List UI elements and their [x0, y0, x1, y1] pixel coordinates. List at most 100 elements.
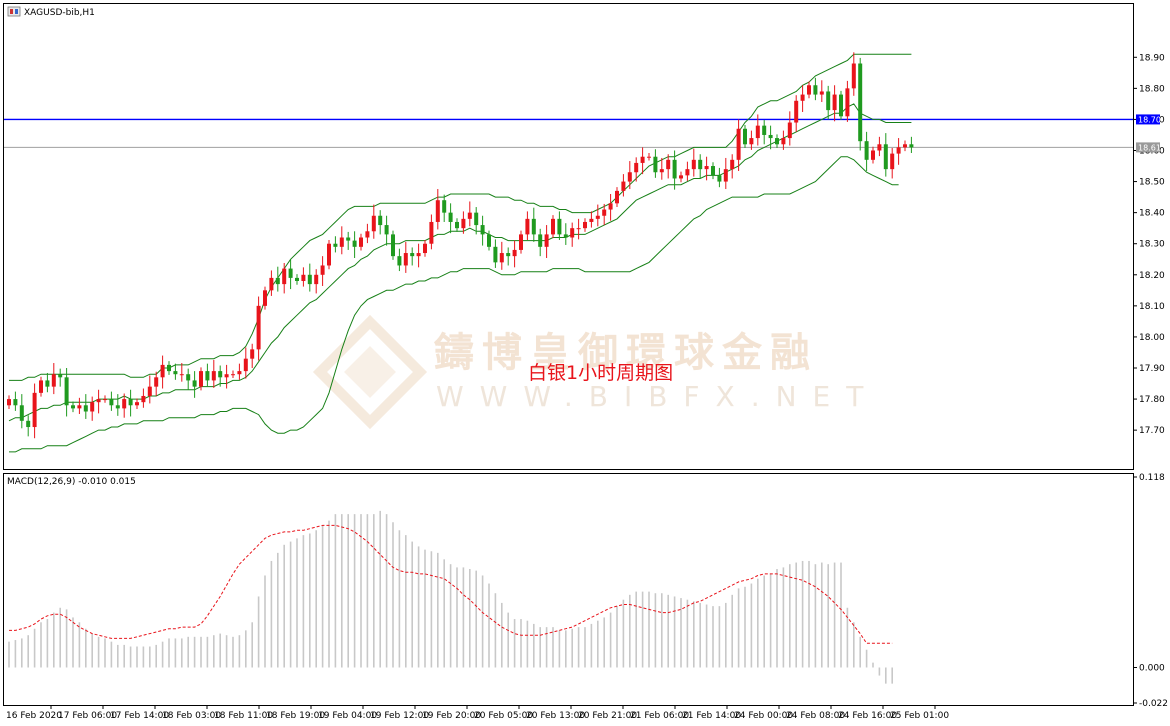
- candle-body: [819, 91, 824, 95]
- candle-body: [531, 218, 536, 235]
- candle-body: [851, 63, 856, 89]
- candle-body: [621, 181, 626, 191]
- candle-body: [256, 305, 261, 350]
- candle-body: [7, 399, 11, 406]
- candle-body: [832, 94, 837, 111]
- candle-body: [211, 371, 216, 381]
- candle-body: [333, 243, 338, 247]
- time-tick-label: 17 Feb 14:00: [110, 711, 169, 721]
- candle-body: [736, 128, 741, 160]
- time-tick-label: 20 Feb 13:00: [526, 711, 585, 721]
- candle-body: [608, 203, 613, 210]
- candle-body: [269, 277, 274, 291]
- price-tick-label: 18.40: [1139, 209, 1165, 219]
- candle-body: [864, 141, 869, 160]
- candle-body: [781, 138, 786, 145]
- candle-body: [755, 125, 760, 139]
- candle-body: [51, 374, 56, 387]
- candle-body: [263, 290, 267, 306]
- candle-body: [544, 234, 549, 247]
- macd-signal-line: [9, 524, 893, 644]
- candle-body: [295, 277, 299, 281]
- candle-body: [307, 274, 312, 285]
- candle-body: [896, 147, 901, 154]
- time-tick-label: 18 Feb 19:00: [266, 711, 325, 721]
- macd-tick-label: 0.118: [1139, 473, 1165, 483]
- candle-body: [576, 228, 581, 230]
- time-tick-label: 19 Feb 12:00: [370, 711, 429, 721]
- candle-body: [679, 175, 683, 179]
- candle-body: [839, 94, 843, 117]
- candle-body: [903, 144, 907, 148]
- macd-tick-label: 0.000: [1139, 663, 1165, 673]
- candle-body: [538, 234, 543, 247]
- candle-body: [71, 405, 75, 409]
- price-tick-label: 17.70: [1139, 426, 1165, 436]
- candle-body: [19, 405, 24, 421]
- candle-body: [224, 374, 229, 378]
- price-tick-label: 18.10: [1139, 302, 1165, 312]
- candle-body: [423, 243, 427, 254]
- price-tick-label: 17.90: [1139, 364, 1165, 374]
- macd-axis: 0.118 0.000 -0.022: [1133, 473, 1168, 709]
- candle-body: [557, 218, 562, 235]
- horizontal-lines: 18.70 18.61: [4, 114, 1161, 153]
- candle-body: [109, 399, 114, 406]
- price-axis: 18.9018.8018.7018.6018.5018.4018.3018.20…: [1133, 53, 1165, 436]
- candle-body: [723, 169, 728, 182]
- candle-body: [410, 253, 415, 257]
- time-tick-label: 24 Feb 16:00: [838, 711, 897, 721]
- candle-body: [519, 234, 523, 250]
- current-price-tag-label: 18.61: [1138, 143, 1161, 152]
- candle-body: [128, 399, 133, 406]
- band-lower: [9, 156, 899, 453]
- candle-body: [813, 85, 818, 95]
- macd-tick-label: -0.022: [1139, 699, 1168, 709]
- time-tick-label: 16 Feb 2020: [6, 711, 62, 721]
- candlesticks: [7, 52, 914, 439]
- time-tick-label: 24 Feb 00:00: [734, 711, 793, 721]
- candle-body: [83, 405, 88, 412]
- candle-body: [487, 234, 491, 247]
- candle-body: [403, 253, 408, 266]
- candle-body: [467, 212, 472, 219]
- candle-body: [32, 392, 37, 428]
- candle-body: [429, 221, 434, 244]
- candle-body: [871, 150, 875, 160]
- candle-body: [743, 128, 747, 145]
- candle-body: [231, 374, 235, 376]
- candle-body: [167, 364, 171, 372]
- price-tick-label: 18.30: [1139, 240, 1165, 250]
- price-tick-label: 18.80: [1139, 84, 1165, 94]
- candle-body: [877, 144, 882, 151]
- macd-label: MACD(12,26,9) -0.010 0.015: [7, 477, 136, 487]
- symbol-label: XAGUSD-bib,H1: [24, 8, 95, 18]
- candle-body: [570, 228, 575, 238]
- candle-body: [346, 237, 351, 241]
- candle-body: [493, 246, 498, 263]
- price-tick-label: 18.90: [1139, 53, 1165, 63]
- candle-body: [640, 156, 645, 163]
- chart-menu-icon[interactable]: [7, 6, 21, 17]
- time-tick-label: 19 Feb 20:00: [422, 711, 481, 721]
- candle-body: [800, 94, 805, 101]
- candle-body: [173, 371, 178, 375]
- candle-body: [589, 218, 594, 222]
- time-tick-label: 25 Feb 01:00: [890, 711, 949, 721]
- candle-body: [442, 200, 447, 213]
- candle-body: [301, 274, 306, 281]
- watermark-logo: [312, 314, 428, 430]
- candle-body: [391, 234, 395, 257]
- candle-body: [327, 243, 331, 266]
- level-price-tag-label: 18.70: [1138, 115, 1161, 124]
- candle-body: [653, 156, 658, 173]
- candle-body: [352, 240, 357, 247]
- candle-body: [39, 380, 43, 393]
- candle-body: [775, 138, 779, 145]
- candle-body: [563, 234, 568, 238]
- candle-body: [845, 88, 850, 117]
- candle-body: [717, 175, 722, 182]
- candle-body: [691, 159, 696, 170]
